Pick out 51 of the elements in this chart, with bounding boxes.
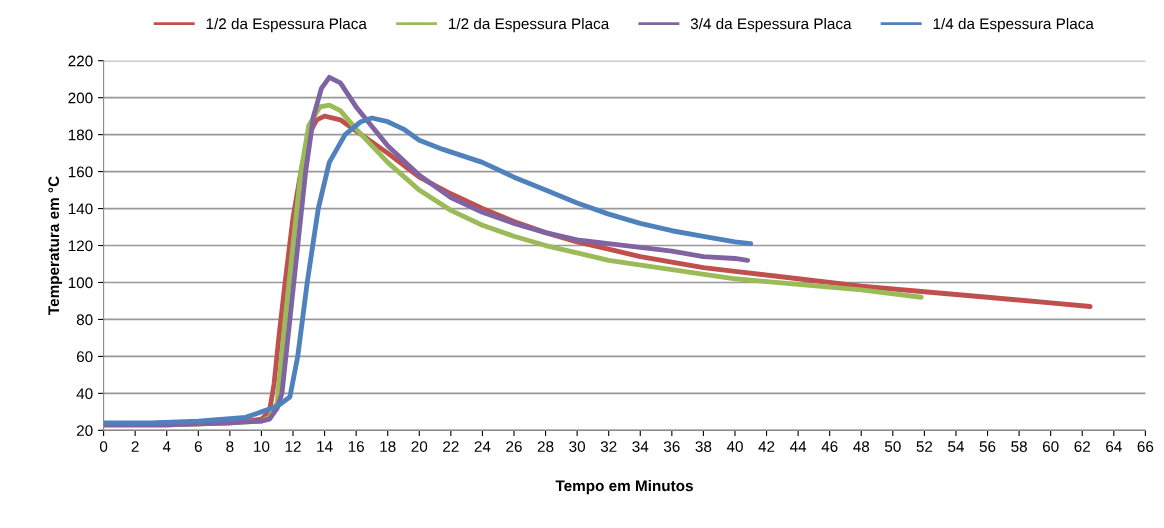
x-tick-label: 56 — [979, 441, 996, 452]
x-tick-label: 52 — [916, 441, 933, 452]
legend-label: 1/2 da Espessura Placa — [206, 17, 367, 33]
x-tick-label: 4 — [162, 441, 171, 452]
x-tick-label: 22 — [443, 441, 459, 452]
x-tick-label: 14 — [317, 441, 333, 452]
x-tick-label: 54 — [948, 441, 965, 452]
x-tick-label: 44 — [789, 441, 807, 452]
x-tick-label: 2 — [131, 441, 139, 452]
x-tick-label: 40 — [726, 441, 743, 452]
x-tick-label: 38 — [695, 441, 712, 452]
y-tick-label: 80 — [76, 314, 93, 326]
x-tick-label: 58 — [1011, 441, 1027, 452]
x-tick-label: 20 — [411, 441, 428, 452]
y-tick-label: 40 — [76, 388, 93, 400]
x-tick-label: 46 — [821, 441, 838, 452]
y-tick-label: 160 — [68, 166, 93, 178]
y-tick-label: 200 — [68, 92, 93, 104]
x-tick-label: 62 — [1074, 441, 1090, 452]
x-tick-label: 66 — [1137, 441, 1154, 452]
y-tick-label: 140 — [68, 203, 93, 215]
x-tick-label: 24 — [474, 441, 491, 452]
x-tick-label: 10 — [254, 441, 270, 452]
x-tick-label: 12 — [285, 441, 301, 452]
y-tick-label: 100 — [68, 277, 93, 289]
x-tick-label: 60 — [1042, 441, 1059, 452]
x-tick-label: 6 — [194, 441, 202, 452]
x-tick-label: 30 — [569, 441, 586, 452]
y-tick-label: 180 — [68, 129, 93, 141]
x-tick-label: 42 — [758, 441, 775, 452]
y-tick-label: 20 — [76, 425, 93, 437]
y-tick-label: 120 — [68, 240, 93, 252]
x-tick-label: 18 — [380, 441, 396, 452]
x-tick-label: 50 — [884, 441, 901, 452]
x-tick-label: 64 — [1106, 441, 1122, 452]
legend-label: 3/4 da Espessura Placa — [690, 17, 852, 33]
legend-label: 1/4 da Espessura Placa — [933, 17, 1094, 33]
y-tick-label: 220 — [68, 55, 93, 67]
x-tick-label: 34 — [632, 441, 649, 452]
x-tick-label: 26 — [506, 441, 522, 452]
x-axis-title: Tempo em Minutos — [555, 479, 693, 495]
y-axis-title: Temperatura em °C — [48, 176, 63, 315]
x-tick-label: 28 — [537, 441, 554, 452]
x-tick-label: 32 — [600, 441, 617, 452]
x-tick-label: 8 — [226, 441, 234, 452]
x-tick-label: 0 — [99, 441, 108, 452]
x-tick-label: 36 — [663, 441, 680, 452]
legend-label: 1/2 da Espessura Placa — [449, 17, 610, 33]
y-tick-label: 60 — [76, 351, 93, 363]
x-tick-label: 48 — [853, 441, 870, 452]
x-tick-label: 16 — [348, 441, 364, 452]
